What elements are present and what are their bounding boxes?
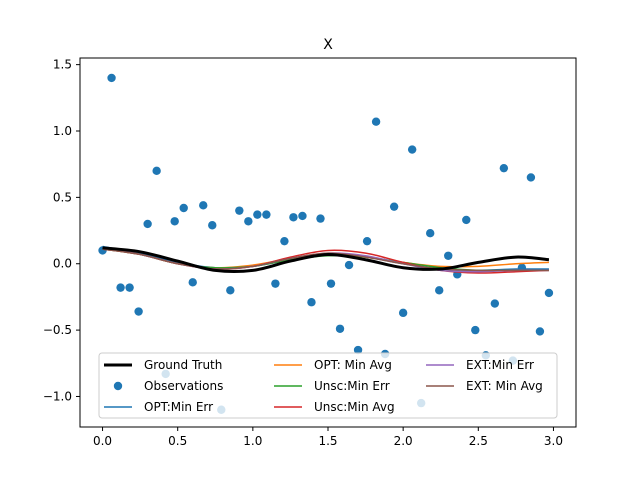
legend-label-ground-truth: Ground Truth bbox=[144, 358, 222, 372]
observation-point-27 bbox=[344, 260, 354, 270]
legend-label-ext-min-err: EXT:Min Err bbox=[466, 358, 534, 372]
observation-point-48 bbox=[535, 327, 545, 336]
observation-point-34 bbox=[407, 145, 417, 154]
observation-point-3 bbox=[125, 283, 134, 292]
observation-point-30 bbox=[371, 117, 381, 126]
observation-point-12 bbox=[208, 221, 217, 230]
legend-swatch-observations bbox=[113, 381, 123, 391]
observation-point-38 bbox=[444, 251, 453, 260]
observation-point-20 bbox=[280, 236, 289, 246]
observation-point-10 bbox=[188, 278, 197, 287]
observation-point-8 bbox=[170, 217, 179, 226]
y-tick-label-4: 1.0 bbox=[53, 124, 72, 138]
observation-point-23 bbox=[307, 298, 316, 307]
ticks: 0.0 0.5 1.0 1.5 2.0 2.5 3.0 −1.0 −0.5 0.0 0.5 1.0 1.… bbox=[43, 58, 563, 448]
observation-point-25 bbox=[326, 279, 336, 288]
observation-point-49 bbox=[544, 288, 554, 298]
observation-point-26 bbox=[335, 324, 345, 333]
legend-label-unsc-min-err: Unsc:Min Err bbox=[314, 379, 390, 393]
observation-point-18 bbox=[262, 210, 271, 219]
x-tick-label-6: 3.0 bbox=[544, 434, 563, 448]
observation-point-15 bbox=[235, 206, 244, 215]
x-tick-label-5: 2.5 bbox=[469, 434, 488, 448]
legend-label-opt-min-avg: OPT: Min Avg bbox=[314, 358, 392, 372]
x-tick-label-0: 0.0 bbox=[93, 434, 112, 448]
legend-label-observations: Observations bbox=[144, 379, 223, 393]
observation-point-41 bbox=[471, 325, 480, 335]
x-tick-label-3: 1.5 bbox=[318, 434, 337, 448]
observation-point-33 bbox=[398, 308, 408, 318]
legend-label-ext-min-avg: EXT: Min Avg bbox=[466, 379, 543, 393]
x-tick-label-1: 0.5 bbox=[168, 434, 187, 448]
chart-title: X bbox=[323, 37, 333, 53]
observation-point-2 bbox=[116, 283, 125, 292]
y-tick-label-0: −1.0 bbox=[43, 389, 72, 403]
observation-point-6 bbox=[152, 166, 161, 176]
x-tick-label-4: 2.0 bbox=[394, 434, 413, 448]
observation-point-1 bbox=[107, 73, 116, 83]
observation-point-4 bbox=[134, 307, 143, 316]
observation-point-5 bbox=[143, 219, 152, 229]
observation-point-21 bbox=[289, 213, 298, 222]
observation-point-36 bbox=[426, 229, 435, 238]
observation-point-29 bbox=[362, 236, 372, 246]
observation-point-24 bbox=[316, 214, 325, 223]
legend: Ground Truth Observations OPT:Min Err OPT: … bbox=[98, 352, 558, 419]
legend-box bbox=[98, 352, 558, 419]
x-tick-label-2: 1.0 bbox=[243, 434, 262, 448]
observation-point-14 bbox=[226, 286, 235, 295]
observation-point-11 bbox=[199, 201, 208, 210]
y-tick-label-5: 1.5 bbox=[53, 58, 72, 72]
y-tick-label-1: −0.5 bbox=[43, 323, 72, 337]
y-tick-label-2: 0.0 bbox=[53, 257, 72, 271]
observation-point-43 bbox=[490, 299, 500, 308]
observation-point-40 bbox=[462, 215, 471, 225]
observation-point-32 bbox=[389, 202, 399, 211]
observation-point-22 bbox=[298, 211, 307, 221]
observation-point-19 bbox=[271, 279, 280, 288]
observation-point-44 bbox=[499, 163, 509, 173]
observation-point-17 bbox=[253, 210, 262, 219]
observation-point-28 bbox=[353, 345, 363, 355]
observation-point-16 bbox=[244, 217, 253, 226]
legend-label-unsc-min-avg: Unsc:Min Avg bbox=[314, 400, 395, 414]
legend-label-opt-min-err: OPT:Min Err bbox=[144, 400, 213, 414]
observation-point-47 bbox=[526, 173, 536, 182]
series-line-ground-truth bbox=[102, 246, 550, 274]
observation-point-9 bbox=[179, 203, 188, 213]
y-tick-label-3: 0.5 bbox=[53, 190, 72, 204]
observation-point-37 bbox=[435, 286, 444, 295]
